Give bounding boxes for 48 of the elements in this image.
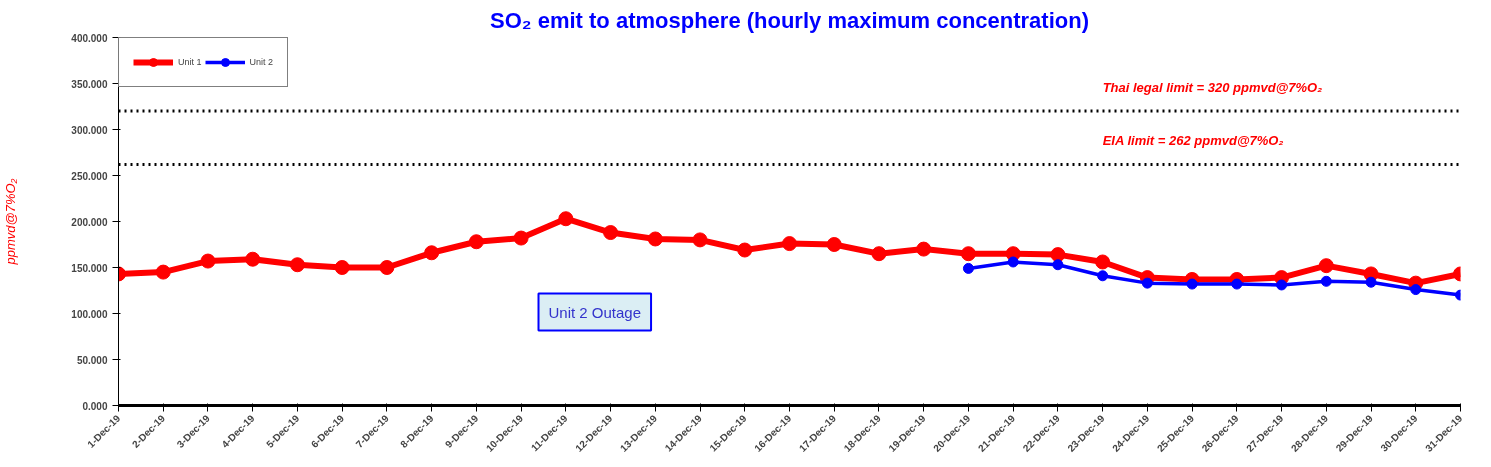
- point: [289, 257, 305, 273]
- point: [1097, 270, 1109, 282]
- point: [1095, 254, 1111, 270]
- point: [1141, 277, 1153, 289]
- point: [1365, 276, 1377, 288]
- point: [1007, 256, 1019, 268]
- y-tick-label: 150.000: [71, 262, 108, 274]
- legend-label: Unit 1: [178, 57, 202, 67]
- y-tick-label: 50.000: [76, 354, 108, 366]
- point: [871, 246, 887, 262]
- y-axis-title: ppmvd@7%O₂: [3, 178, 19, 266]
- point: [424, 245, 440, 261]
- y-tick-label: 200.000: [71, 216, 108, 228]
- point: [200, 253, 216, 269]
- y-tick-label: 100.000: [71, 308, 108, 320]
- point: [962, 262, 974, 274]
- point: [245, 251, 261, 267]
- y-tick-label: 400.000: [71, 32, 108, 44]
- point: [826, 237, 842, 252]
- chart-title: SO₂ emit to atmosphere (hourly maximum concentration): [490, 7, 1089, 33]
- legend-label: Unit 2: [249, 57, 274, 67]
- ref-line-label: Thai legal limit = 320 ppmvd@7%O₂: [1102, 79, 1323, 95]
- y-tick-label: 250.000: [71, 170, 108, 182]
- point: [1276, 279, 1288, 291]
- point: [960, 246, 976, 262]
- point: [379, 260, 395, 275]
- point: [692, 232, 708, 248]
- point: [334, 260, 350, 275]
- point: [155, 264, 171, 280]
- y-tick-label: 350.000: [71, 78, 108, 90]
- point: [513, 230, 529, 246]
- point: [1318, 258, 1334, 274]
- point: [916, 241, 932, 257]
- point: [468, 234, 484, 250]
- y-tick-label: 300.000: [71, 124, 108, 136]
- point: [603, 225, 619, 241]
- point: [1052, 259, 1064, 271]
- point: [1186, 278, 1198, 290]
- y-tick-label: 0.000: [82, 400, 108, 412]
- point: [782, 236, 797, 252]
- point: [1320, 275, 1332, 287]
- annotation: Unit 2 Outage: [548, 303, 642, 321]
- point: [1231, 278, 1243, 290]
- point: [558, 211, 574, 227]
- ref-line-label: EIA limit = 262 ppmvd@7%O₂: [1102, 132, 1284, 148]
- point: [647, 231, 663, 247]
- point: [1410, 284, 1422, 296]
- point: [737, 242, 753, 258]
